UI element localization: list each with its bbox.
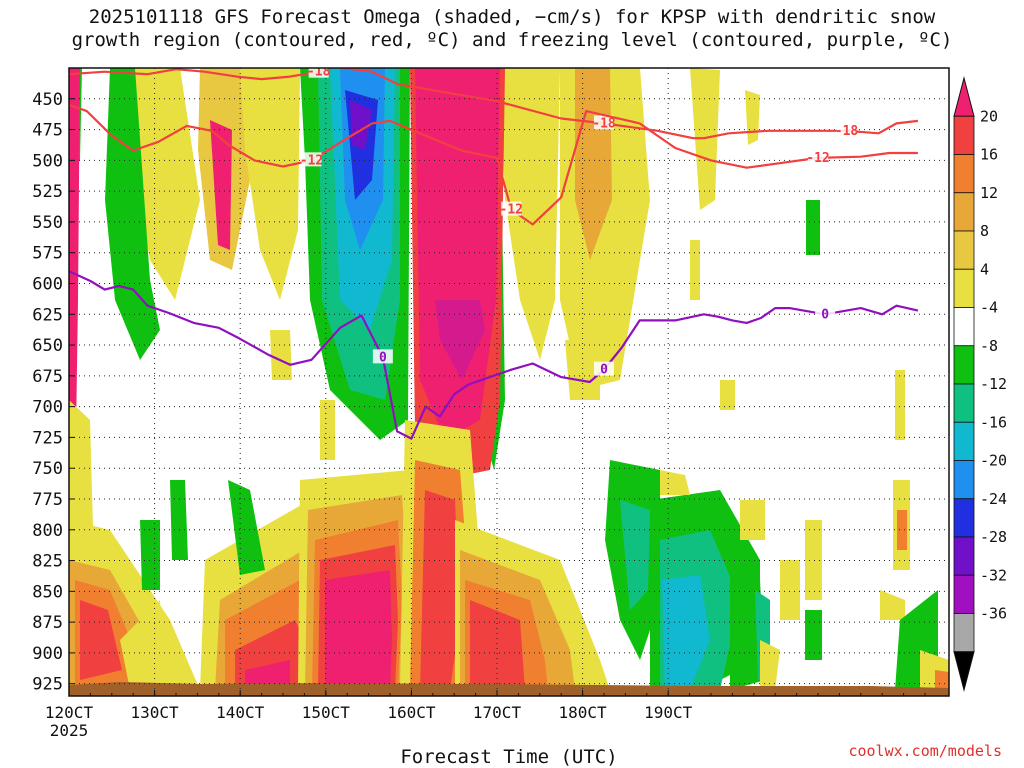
- colorbar-swatch: [953, 192, 975, 232]
- colorbar: 20 16 12 8 4 -4 -8 -12 -16 -20 -24 -28 -32 -36: [953, 76, 1007, 692]
- colorbar-label: -20: [980, 452, 1007, 470]
- contour-label: -18: [592, 116, 616, 131]
- contour-dendritic-upper: [69, 68, 919, 140]
- colorbar-label: -36: [980, 605, 1007, 623]
- colorbar-label: -4: [980, 299, 998, 317]
- colorbar-label: -32: [980, 566, 1007, 584]
- contour-label: 0: [821, 307, 829, 322]
- colorbar-swatch: [953, 460, 975, 500]
- y-tick-label: 750: [32, 459, 63, 479]
- contour-label-bg: [308, 68, 329, 78]
- contour-label-bg: [836, 122, 857, 137]
- contour-label-bg: [501, 201, 522, 216]
- x-tick-label: 150CT: [302, 703, 351, 722]
- y-tick-label: 875: [32, 613, 63, 633]
- colorbar-label: 20: [980, 107, 998, 125]
- x-tick-label: 190CT: [644, 703, 693, 722]
- x-tick-label: 120CT: [45, 703, 94, 722]
- colorbar-cap-top: [953, 76, 975, 117]
- contour-label-bg: [808, 149, 828, 164]
- colorbar-swatch: [953, 574, 975, 614]
- colorbar-swatch: [953, 345, 975, 385]
- colorbar-label: -8: [980, 337, 998, 355]
- contour-label: -18: [835, 124, 859, 139]
- contour-label-bg: [301, 152, 322, 167]
- colorbar-swatch: [953, 383, 975, 423]
- x-tick-label: 180CT: [559, 703, 608, 722]
- plot-frame: [68, 67, 950, 697]
- y-tick-label: 650: [32, 336, 63, 356]
- contour-freezing-level: [69, 270, 919, 440]
- x-tick-label: 130CT: [131, 703, 180, 722]
- contour-label-bg: [594, 115, 614, 130]
- colorbar-cap-bottom: [953, 651, 975, 692]
- y-tick-label: 925: [32, 675, 63, 695]
- contour-dendritic-lower: [69, 103, 918, 226]
- chart-title: 2025101118 GFS Forecast Omega (shaded, −…: [0, 6, 1024, 52]
- y-tick-label: 725: [32, 428, 63, 448]
- y-tick-label: 825: [32, 552, 63, 572]
- contour-label: -12: [806, 151, 829, 166]
- y-tick-label: 850: [32, 582, 63, 602]
- contour-label-bg: [372, 349, 393, 364]
- colorbar-label: -16: [980, 413, 1007, 431]
- colorbar-swatch: [953, 498, 975, 538]
- grid-lines: [68, 68, 949, 696]
- y-tick-label: 800: [32, 521, 63, 541]
- y-tick-label: 475: [32, 121, 63, 141]
- y-tick-label: 525: [32, 182, 63, 202]
- y-tick-label: 900: [32, 644, 63, 664]
- contour-label-bg: [594, 361, 614, 376]
- y-tick-label: 575: [32, 244, 63, 264]
- contour-label: -12: [300, 153, 323, 168]
- y-tick-label: 700: [32, 398, 63, 418]
- x-tick-label: 170CT: [473, 703, 522, 722]
- contour-label: 0: [379, 350, 387, 365]
- chart-title-line2: growth region (contoured, red, ºC) and f…: [71, 29, 953, 51]
- y-tick-label: 450: [32, 90, 63, 110]
- colorbar-swatch: [953, 230, 975, 270]
- y-tick-label: 500: [32, 151, 63, 171]
- contour-label-bg: [815, 306, 836, 321]
- colorbar-label: 16: [980, 146, 998, 164]
- colorbar-swatch: [953, 307, 975, 347]
- colorbar-label: -24: [980, 490, 1007, 508]
- axes: 450 475 500 525 550 575 600 625 650 675 700 725 750 7…: [32, 67, 950, 740]
- y-tick-label: 600: [32, 274, 63, 294]
- x-axis-title: Forecast Time (UTC): [400, 746, 617, 768]
- contour-label: -18: [307, 65, 331, 80]
- colorbar-label: -28: [980, 528, 1007, 546]
- contour-label: 0: [600, 363, 608, 378]
- y-tick-label: 625: [32, 305, 63, 325]
- x-tick-label: 160CT: [387, 703, 436, 722]
- colorbar-label: -12: [980, 375, 1007, 393]
- colorbar-swatch: [953, 154, 975, 194]
- colorbar-label: 12: [980, 184, 998, 202]
- chart-title-line1: 2025101118 GFS Forecast Omega (shaded, −…: [88, 6, 936, 28]
- colorbar-label: 4: [980, 260, 989, 278]
- colorbar-swatch: [953, 536, 975, 576]
- colorbar-swatch: [953, 115, 975, 155]
- colorbar-swatch: [953, 613, 975, 653]
- credit-text: coolwx.com/models: [848, 742, 1002, 760]
- colorbar-swatch: [953, 421, 975, 461]
- x-tick-label: 140CT: [216, 703, 265, 722]
- x-tick-sublabel: 2025: [50, 721, 89, 740]
- colorbar-swatch: [953, 268, 975, 308]
- y-tick-label: 775: [32, 490, 63, 510]
- omega-shading: [69, 68, 949, 696]
- y-tick-label: 675: [32, 367, 63, 387]
- colorbar-label: 8: [980, 222, 989, 240]
- contour-lines: -18 -18 -18 -12 -12 -12 0 0 0: [69, 65, 919, 440]
- contour-label: -12: [500, 203, 523, 218]
- y-tick-label: 550: [32, 213, 63, 233]
